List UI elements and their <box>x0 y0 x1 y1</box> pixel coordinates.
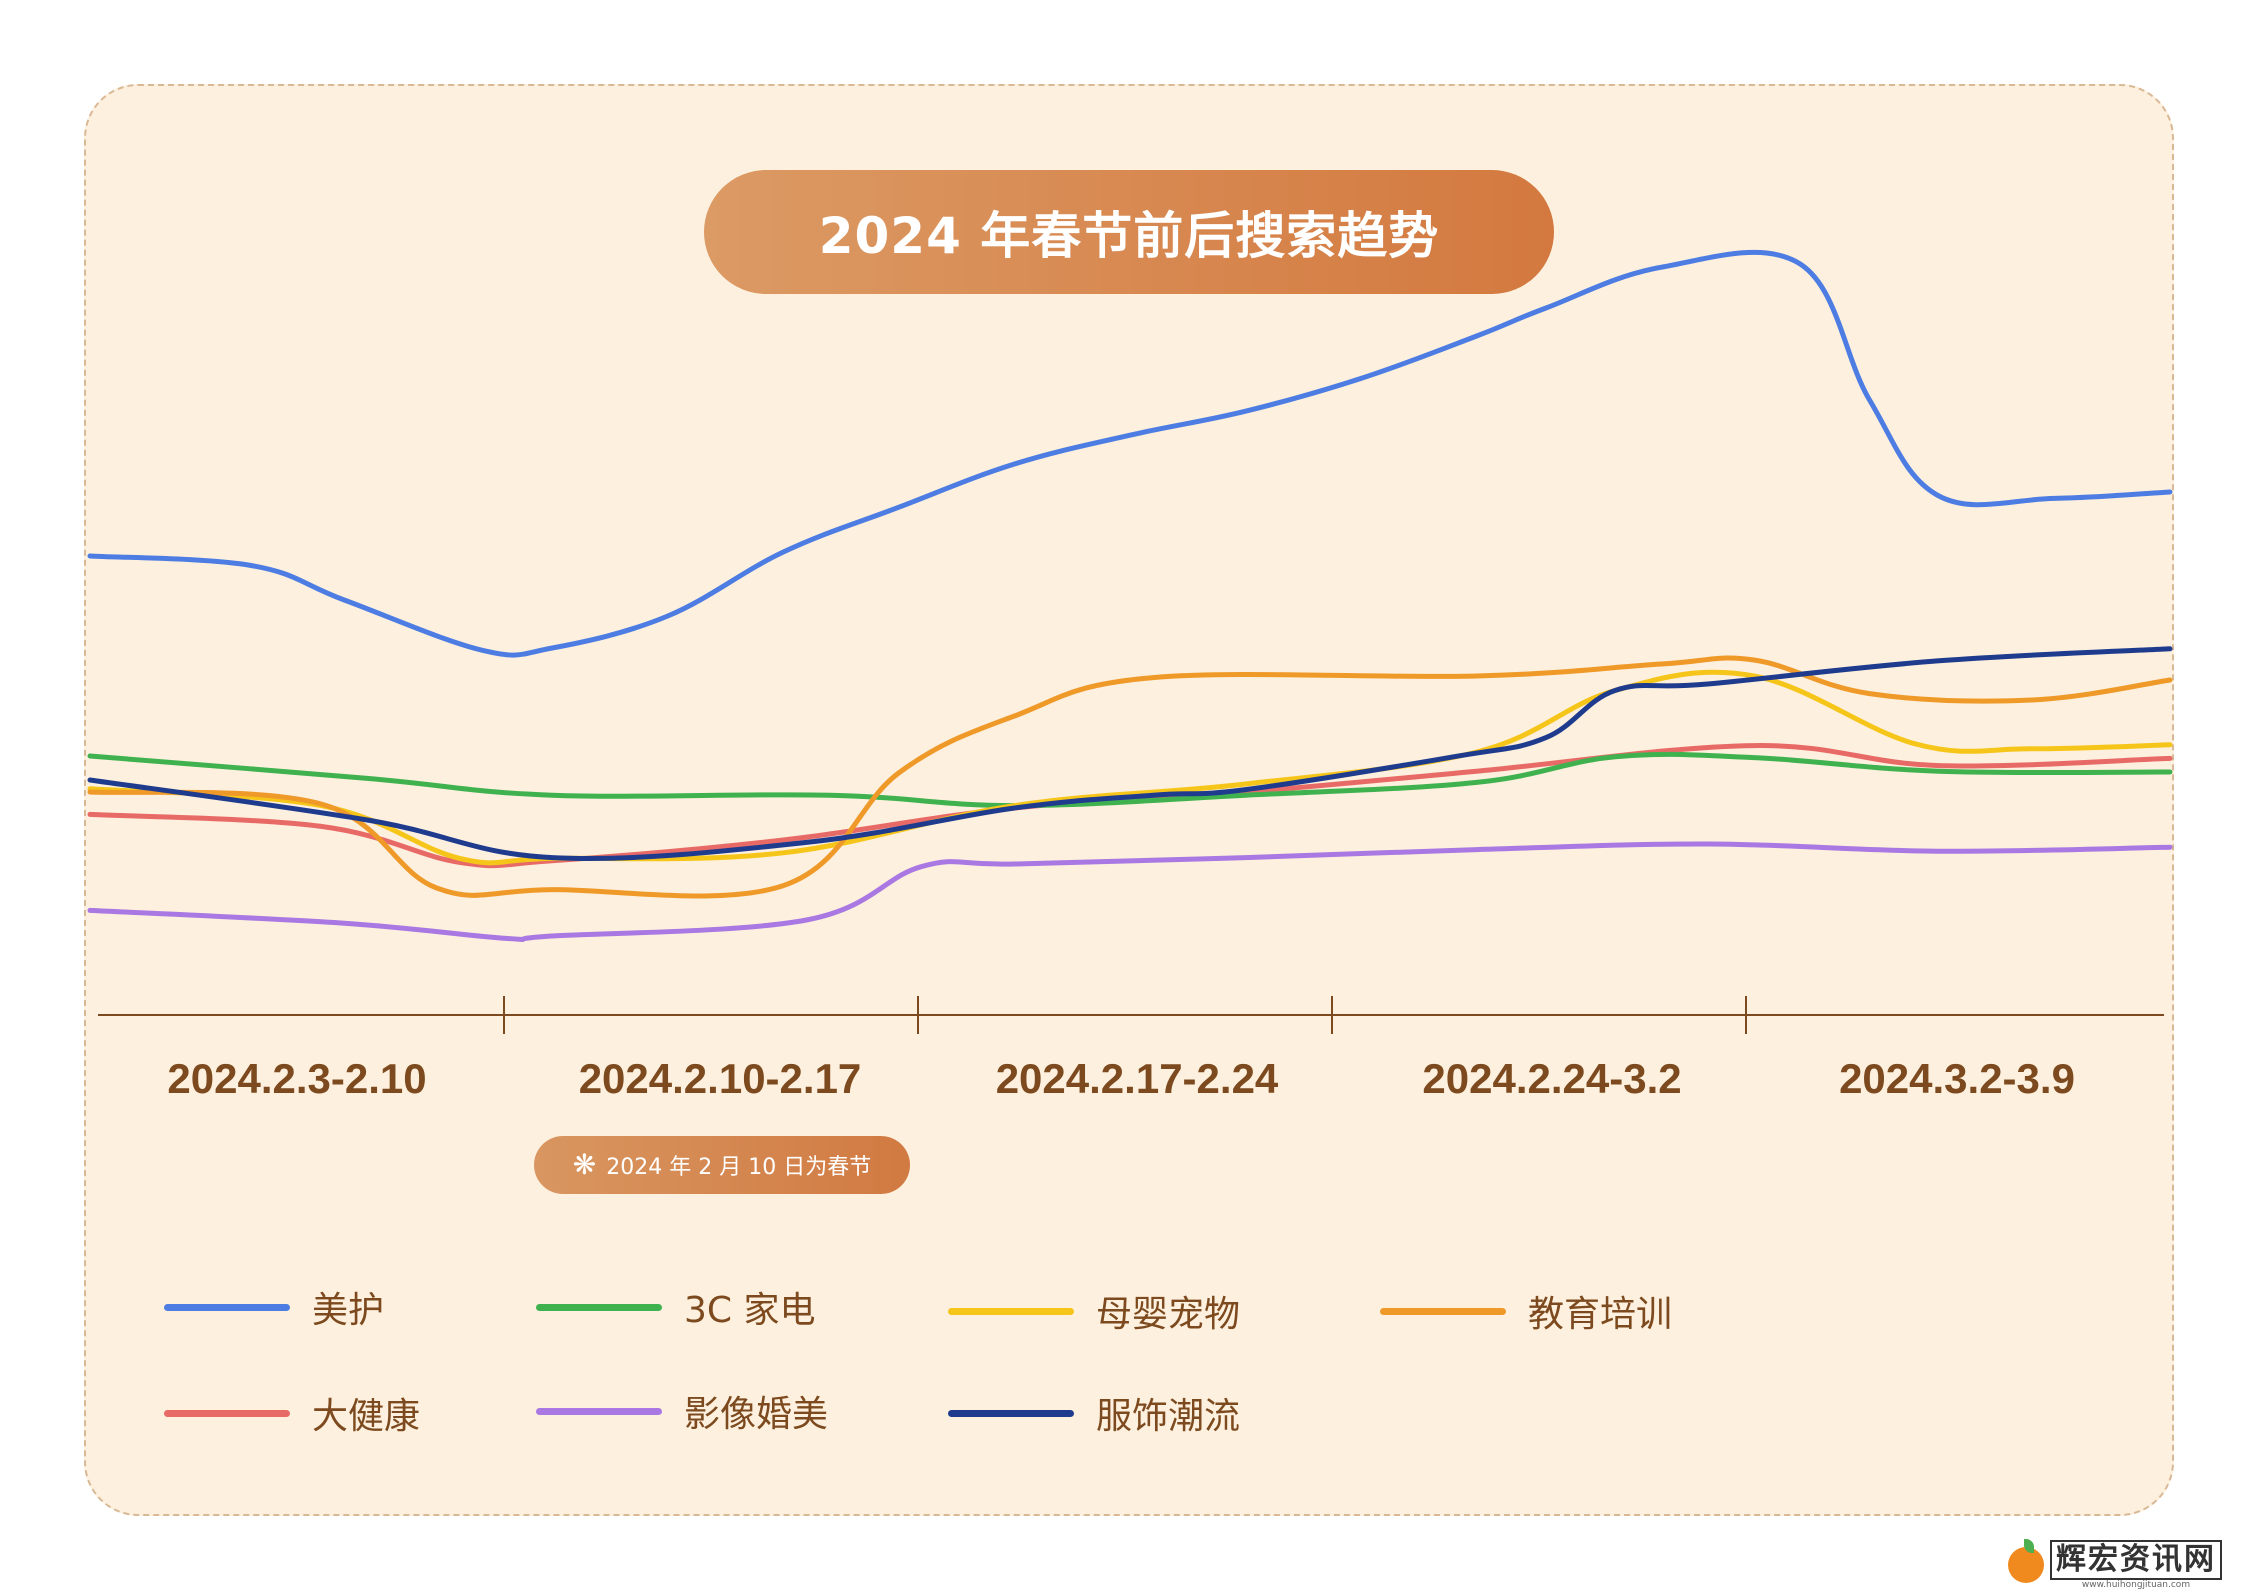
series-line-美护 <box>87 249 2173 658</box>
x-axis-tick-label: 2024.2.17-2.24 <box>995 1055 1279 1102</box>
watermark-logo: 辉宏资讯网 www.huihongjituan.com <box>2008 1539 2222 1590</box>
series-line-3C 家电 <box>87 751 2173 809</box>
legend-item: 大健康 <box>164 1388 420 1438</box>
legend-item: 母婴宠物 <box>948 1286 1240 1336</box>
legend-swatch <box>1380 1307 1506 1315</box>
series-line-服饰潮流 <box>87 646 2173 861</box>
legend-label: 影像婚美 <box>684 1394 829 1435</box>
legend-label: 大健康 <box>312 1396 421 1437</box>
legend-label: 教育培训 <box>1528 1294 1673 1335</box>
legend-swatch <box>164 1303 290 1311</box>
chart-title: 2024 年春节前后搜索趋势 <box>704 170 1554 294</box>
legend-swatch <box>536 1303 662 1311</box>
legend-label: 3C 家电 <box>684 1290 816 1331</box>
series-line-母婴宠物 <box>87 669 2173 866</box>
x-axis-tick-label: 2024.2.10-2.17 <box>578 1055 862 1102</box>
legend-item: 教育培训 <box>1380 1286 1672 1336</box>
spring-festival-note: ❋ 2024 年 2 月 10 日为春节 <box>534 1136 910 1194</box>
legend-label: 服饰潮流 <box>1096 1396 1241 1437</box>
sparkle-icon: ❋ <box>572 1148 597 1181</box>
note-text: 2024 年 2 月 10 日为春节 <box>606 1155 872 1180</box>
x-axis-tick-label: 2024.2.3-2.10 <box>167 1055 427 1102</box>
legend-label: 美护 <box>312 1290 385 1331</box>
legend-item: 美护 <box>164 1282 384 1332</box>
legend-item: 服饰潮流 <box>948 1388 1240 1438</box>
legend-swatch <box>948 1307 1074 1315</box>
legend-label: 母婴宠物 <box>1096 1294 1241 1335</box>
series-line-影像婚美 <box>87 841 2173 943</box>
legend-swatch <box>164 1409 290 1417</box>
legend-swatch <box>536 1407 662 1415</box>
legend-item: 3C 家电 <box>536 1282 816 1332</box>
series-line-教育培训 <box>87 655 2173 899</box>
orange-logo-icon <box>2008 1539 2044 1583</box>
x-axis-tick-label: 2024.3.2-3.9 <box>1839 1055 2075 1102</box>
legend-item: 影像婚美 <box>536 1386 828 1436</box>
x-axis-tick-label: 2024.2.24-3.2 <box>1422 1055 1682 1102</box>
legend-swatch <box>948 1409 1074 1417</box>
